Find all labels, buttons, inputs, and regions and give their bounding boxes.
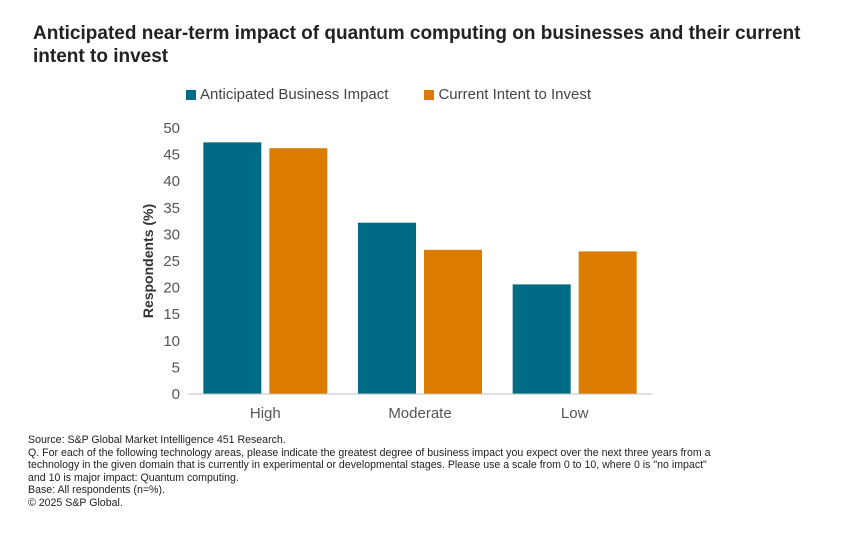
legend-swatch-intent-to-invest <box>424 89 435 100</box>
y-tick-label: 25 <box>163 253 180 270</box>
legend: Anticipated Business Impact Current Inte… <box>186 86 591 103</box>
y-tick-label: 20 <box>163 280 180 297</box>
legend-label-intent-to-invest: Current Intent to Invest <box>438 86 592 103</box>
bar-chart: 0 5 10 15 20 25 30 35 40 45 50 Respondents (%) High M… <box>140 120 652 422</box>
y-tick-label: 45 <box>163 147 180 164</box>
footer-base: Base: All respondents (n=%). <box>28 484 165 497</box>
legend-item-business-impact: Anticipated Business Impact <box>186 86 388 103</box>
footer-question-line-3: and 10 is major impact: Quantum computin… <box>28 471 239 484</box>
bar-business-impact <box>358 222 416 394</box>
footer-copyright: © 2025 S&P Global. <box>28 496 123 509</box>
x-tick-label: Moderate <box>388 405 451 422</box>
y-tick-label: 0 <box>172 386 180 403</box>
y-tick-label: 50 <box>163 120 180 137</box>
y-tick-label: 5 <box>172 359 180 376</box>
bar-business-impact <box>203 142 262 394</box>
legend-item-intent-to-invest: Current Intent to Invest <box>424 86 591 103</box>
footer-source: Source: S&P Global Market Intelligence 4… <box>28 434 286 446</box>
y-tick-label: 35 <box>163 200 180 217</box>
y-tick-label: 10 <box>163 333 180 350</box>
bar-intent-to-invest <box>269 148 328 394</box>
y-tick-label: 30 <box>163 226 180 243</box>
y-axis-label: Respondents (%) <box>140 204 156 318</box>
x-tick-label: High <box>250 405 281 422</box>
legend-label-business-impact: Anticipated Business Impact <box>200 86 389 103</box>
bar-business-impact <box>512 284 571 394</box>
footer-question-line-2: technology in the given domain that is c… <box>28 459 707 472</box>
x-tick-label: Low <box>561 405 589 422</box>
y-tick-label: 15 <box>163 306 180 323</box>
bar-intent-to-invest <box>578 251 637 394</box>
chart-footer: Source: S&P Global Market Intelligence 4… <box>28 434 843 510</box>
footer-question-line-1: Q. For each of the following technology … <box>28 446 711 459</box>
bar-intent-to-invest <box>424 249 482 394</box>
y-tick-label: 40 <box>163 173 180 190</box>
chart-title: Anticipated near-term impact of quantum … <box>33 23 801 67</box>
legend-swatch-business-impact <box>186 89 196 100</box>
